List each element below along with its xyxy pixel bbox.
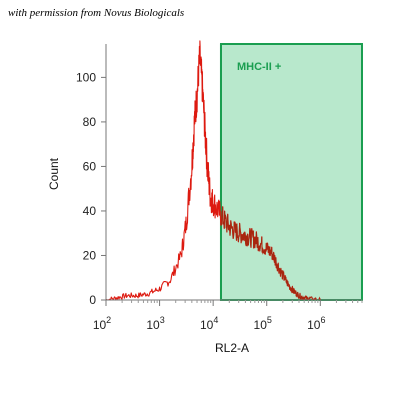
x-tick-label: 104 — [200, 315, 218, 332]
y-tick-label: 20 — [83, 248, 97, 262]
y-tick-layer: 0 20 40 60 80 100 — [76, 70, 106, 307]
x-tick-label: 103 — [146, 315, 164, 332]
gate-label: MHC-II + — [237, 61, 281, 73]
credit-text: with permission from Novus Biologicals — [8, 7, 185, 19]
x-tick-label: 106 — [307, 315, 325, 332]
y-tick-label: 40 — [83, 204, 97, 218]
y-tick-label: 80 — [83, 115, 97, 129]
gate-region — [219, 43, 363, 301]
x-tick-layer: 102 103 104 105 106 — [93, 300, 363, 332]
y-tick-label: 0 — [89, 293, 96, 307]
x-tick-label: 102 — [93, 315, 111, 332]
y-axis-title: Count — [47, 157, 61, 190]
x-tick-label: 105 — [254, 315, 272, 332]
x-axis-title: RL2-A — [215, 341, 249, 355]
y-tick-label: 100 — [76, 70, 96, 84]
y-tick-label: 60 — [83, 159, 97, 173]
